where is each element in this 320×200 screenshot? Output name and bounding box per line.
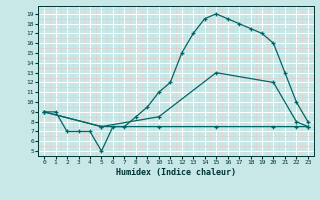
X-axis label: Humidex (Indice chaleur): Humidex (Indice chaleur) bbox=[116, 168, 236, 177]
